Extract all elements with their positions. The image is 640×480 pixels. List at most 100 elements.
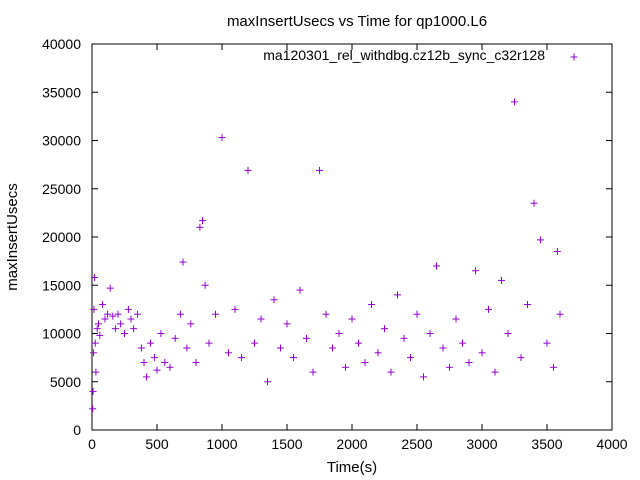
data-point bbox=[283, 320, 291, 328]
y-tick-label: 30000 bbox=[42, 133, 81, 149]
y-tick-label: 10000 bbox=[42, 326, 81, 342]
data-point bbox=[101, 315, 109, 323]
data-point bbox=[517, 354, 525, 362]
chart-title: maxInsertUsecs vs Time for qp1000.L6 bbox=[227, 13, 487, 30]
data-point bbox=[89, 387, 97, 395]
data-point bbox=[109, 312, 117, 320]
data-point bbox=[439, 344, 447, 352]
data-point bbox=[290, 354, 297, 362]
legend-marker bbox=[570, 53, 578, 61]
data-point bbox=[264, 378, 271, 386]
data-point bbox=[192, 358, 200, 366]
legend-marker-symbol bbox=[570, 53, 578, 61]
data-point bbox=[196, 223, 204, 231]
data-point bbox=[91, 274, 99, 282]
data-point bbox=[106, 284, 114, 292]
data-point bbox=[147, 339, 154, 347]
data-point bbox=[433, 262, 440, 270]
data-point bbox=[553, 247, 561, 255]
data-point bbox=[90, 349, 98, 357]
data-point bbox=[187, 320, 195, 328]
data-point bbox=[491, 368, 499, 376]
data-point bbox=[218, 134, 226, 142]
data-point bbox=[95, 320, 102, 328]
data-point bbox=[498, 276, 505, 284]
data-point bbox=[104, 310, 112, 318]
data-point bbox=[316, 166, 323, 174]
data-point bbox=[127, 315, 135, 323]
data-point bbox=[550, 363, 557, 371]
data-point bbox=[407, 354, 414, 362]
data-point bbox=[231, 305, 239, 313]
data-point bbox=[161, 358, 169, 366]
y-tick-label: 40000 bbox=[42, 36, 81, 52]
data-point bbox=[117, 320, 125, 328]
y-tick-label: 35000 bbox=[42, 84, 81, 100]
data-point bbox=[446, 363, 453, 371]
data-point bbox=[244, 166, 252, 174]
data-point bbox=[472, 267, 479, 275]
y-tick-label: 20000 bbox=[42, 229, 81, 245]
data-point bbox=[420, 373, 427, 381]
data-point bbox=[556, 310, 564, 318]
data-point bbox=[381, 325, 388, 333]
data-point bbox=[465, 358, 473, 366]
data-point bbox=[89, 405, 97, 413]
data-point bbox=[511, 98, 518, 106]
x-tick-label: 0 bbox=[88, 436, 96, 452]
x-tick-label: 4000 bbox=[596, 436, 627, 452]
data-point bbox=[452, 315, 460, 323]
data-point bbox=[171, 334, 179, 342]
data-point bbox=[335, 330, 343, 337]
data-point bbox=[90, 305, 98, 313]
x-tick-label: 2500 bbox=[401, 436, 432, 452]
x-axis-title: Time(s) bbox=[327, 459, 377, 476]
data-point bbox=[153, 366, 161, 374]
y-tick-label: 5000 bbox=[50, 374, 81, 390]
data-point bbox=[543, 339, 551, 347]
data-point bbox=[342, 363, 349, 371]
data-point bbox=[322, 310, 330, 318]
legend-label: ma120301_rel_withdbg.cz12b_sync_c32r128 bbox=[263, 47, 545, 63]
data-point bbox=[134, 310, 141, 318]
data-point bbox=[485, 305, 492, 313]
data-point bbox=[92, 368, 100, 376]
data-point bbox=[296, 286, 304, 294]
data-point bbox=[143, 373, 151, 381]
data-point bbox=[426, 330, 434, 337]
data-point bbox=[303, 334, 310, 342]
y-tick-label: 25000 bbox=[42, 181, 81, 197]
data-point bbox=[309, 368, 317, 376]
data-point bbox=[114, 310, 122, 318]
data-point bbox=[140, 358, 148, 366]
data-point bbox=[374, 349, 382, 357]
data-point bbox=[387, 368, 395, 376]
legend: ma120301_rel_withdbg.cz12b_sync_c32r128 bbox=[263, 47, 578, 63]
data-point bbox=[530, 199, 538, 207]
data-point bbox=[348, 315, 356, 323]
data-point bbox=[124, 305, 132, 313]
data-point bbox=[238, 354, 245, 362]
data-point bbox=[270, 296, 278, 304]
data-point bbox=[201, 281, 209, 289]
data-point bbox=[150, 354, 158, 362]
x-tick-label: 3000 bbox=[466, 436, 497, 452]
data-point bbox=[329, 344, 336, 352]
data-point bbox=[205, 339, 213, 347]
data-point bbox=[157, 330, 165, 337]
data-point bbox=[355, 339, 362, 347]
data-point bbox=[137, 344, 145, 352]
data-point bbox=[459, 339, 466, 347]
data-point bbox=[166, 363, 174, 371]
data-point bbox=[96, 331, 104, 339]
data-point bbox=[400, 334, 408, 342]
data-point bbox=[413, 310, 421, 318]
data-point bbox=[257, 315, 265, 323]
data-point bbox=[277, 344, 284, 352]
data-point bbox=[504, 330, 512, 337]
data-point bbox=[98, 301, 106, 309]
x-tick-label: 1000 bbox=[206, 436, 237, 452]
data-point bbox=[91, 339, 99, 347]
data-point bbox=[176, 310, 184, 318]
data-point bbox=[93, 325, 101, 333]
